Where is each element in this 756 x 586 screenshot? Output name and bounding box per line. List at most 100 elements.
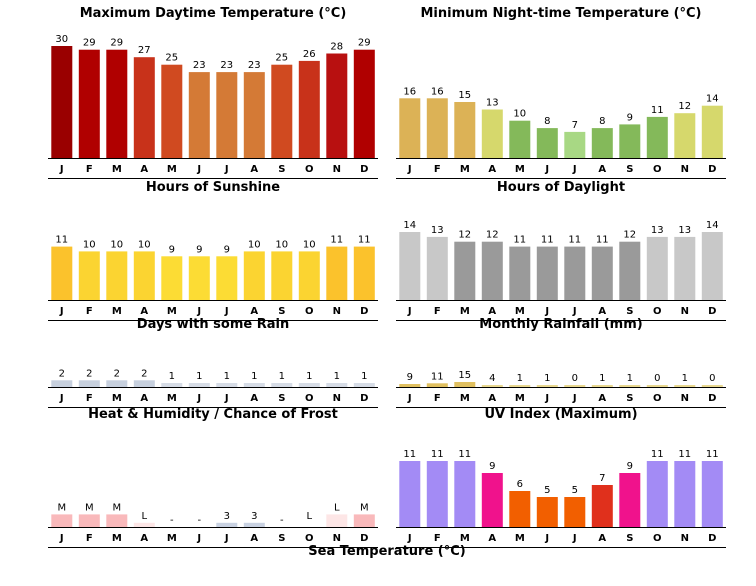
data-label: L xyxy=(307,511,313,522)
bar-max-temp-9 xyxy=(298,60,320,158)
month-label: O xyxy=(653,393,662,404)
month-label: J xyxy=(224,164,229,175)
data-label: 3 xyxy=(224,511,230,522)
bar-humidity-frost-0 xyxy=(51,514,73,527)
bar-humidity-frost-7 xyxy=(243,522,265,527)
month-label: O xyxy=(305,164,314,175)
month-label: N xyxy=(333,393,341,404)
chart-title: Days with some Rain xyxy=(136,317,290,332)
chart-title: UV Index (Maximum) xyxy=(484,407,638,422)
bar-humidity-frost-1 xyxy=(78,514,100,527)
bar-uv-index-8 xyxy=(619,473,641,527)
month-label: O xyxy=(305,533,314,544)
data-label: 26 xyxy=(303,49,316,60)
data-label: 16 xyxy=(403,86,416,97)
chart-title: Maximum Daytime Temperature (°C) xyxy=(79,6,347,21)
month-label: D xyxy=(708,533,716,544)
data-label: 13 xyxy=(486,98,499,109)
bar-rain-days-2 xyxy=(106,380,128,387)
data-label: 23 xyxy=(220,60,233,71)
data-label: 9 xyxy=(627,461,633,472)
month-label: M xyxy=(167,533,177,544)
bar-uv-index-10 xyxy=(674,461,696,527)
bar-sunshine-3 xyxy=(133,251,155,300)
month-label: J xyxy=(407,306,412,317)
data-label: 29 xyxy=(83,38,96,49)
month-label: M xyxy=(460,164,470,175)
data-label: 1 xyxy=(517,373,523,384)
bar-sunshine-10 xyxy=(326,246,348,300)
month-label: J xyxy=(544,306,549,317)
month-label: D xyxy=(360,164,368,175)
bar-rain-days-8 xyxy=(271,383,293,387)
month-label: S xyxy=(626,393,633,404)
bar-chart-daylight: 14 J 13 F 12 M 12 A 11 M 11 J 11 J 11 A 12 S 13 O 13 N 14 D xyxy=(396,220,726,321)
bar-rainfall-11 xyxy=(701,385,723,387)
bar-humidity-frost-10 xyxy=(326,514,348,527)
bar-min-temp-10 xyxy=(674,113,696,158)
bar-uv-index-1 xyxy=(426,461,448,527)
bar-max-temp-0 xyxy=(51,46,73,158)
bar-rainfall-6 xyxy=(564,385,586,387)
month-label: F xyxy=(434,393,441,404)
data-label: 28 xyxy=(330,42,343,53)
bar-sunshine-5 xyxy=(188,256,210,300)
data-label: 12 xyxy=(678,101,691,112)
data-label: 11 xyxy=(651,105,664,116)
data-label: 8 xyxy=(544,116,550,127)
bar-rainfall-7 xyxy=(591,385,613,387)
month-label: M xyxy=(460,393,470,404)
month-label: J xyxy=(572,164,577,175)
month-label: J xyxy=(59,533,64,544)
data-label: 1 xyxy=(361,371,367,382)
month-label: J xyxy=(407,164,412,175)
bar-rainfall-0 xyxy=(399,384,421,387)
data-label: 1 xyxy=(251,371,257,382)
data-label: 11 xyxy=(568,235,581,246)
bar-max-temp-2 xyxy=(106,49,128,159)
chart-title: Minimum Night-time Temperature (°C) xyxy=(420,6,702,21)
month-label: O xyxy=(653,306,662,317)
data-label: 1 xyxy=(196,371,202,382)
data-label: 2 xyxy=(141,368,147,379)
bar-rain-days-0 xyxy=(51,380,73,387)
chart-title: Hours of Daylight xyxy=(496,180,626,195)
data-label: 29 xyxy=(110,38,123,49)
bar-sunshine-2 xyxy=(106,251,128,300)
chart-title: Heat & Humidity / Chance of Frost xyxy=(88,407,338,422)
month-label: A xyxy=(488,533,496,544)
month-label: J xyxy=(407,533,412,544)
bar-max-temp-8 xyxy=(271,64,293,158)
month-label: N xyxy=(681,393,689,404)
month-label: S xyxy=(278,306,285,317)
bar-sunshine-7 xyxy=(243,251,265,300)
data-label: 15 xyxy=(458,370,471,381)
month-label: A xyxy=(140,533,148,544)
month-label: S xyxy=(278,164,285,175)
month-label: J xyxy=(59,306,64,317)
data-label: 9 xyxy=(169,244,175,255)
month-label: M xyxy=(112,306,122,317)
month-label: J xyxy=(196,533,201,544)
data-label: 9 xyxy=(196,244,202,255)
month-label: A xyxy=(140,164,148,175)
bar-daylight-0 xyxy=(399,232,421,300)
month-label: F xyxy=(86,533,93,544)
data-label: M xyxy=(57,502,66,513)
data-label: 12 xyxy=(486,230,499,241)
month-label: M xyxy=(515,533,525,544)
bar-max-temp-7 xyxy=(243,72,265,158)
month-label: J xyxy=(224,393,229,404)
month-label: O xyxy=(305,393,314,404)
data-label: 4 xyxy=(489,373,495,384)
bar-uv-index-5 xyxy=(536,497,558,527)
data-label: 15 xyxy=(458,90,471,101)
bar-chart-uv-index: 11 J 11 F 11 M 9 A 6 M 5 J 5 J 7 A 9 S 11 O 11 N 11 D xyxy=(396,449,726,548)
month-label: D xyxy=(708,393,716,404)
data-label: 13 xyxy=(651,225,664,236)
month-label: A xyxy=(250,393,258,404)
bar-min-temp-7 xyxy=(591,128,613,158)
bar-sunshine-9 xyxy=(298,251,320,300)
bar-min-temp-11 xyxy=(701,105,723,158)
